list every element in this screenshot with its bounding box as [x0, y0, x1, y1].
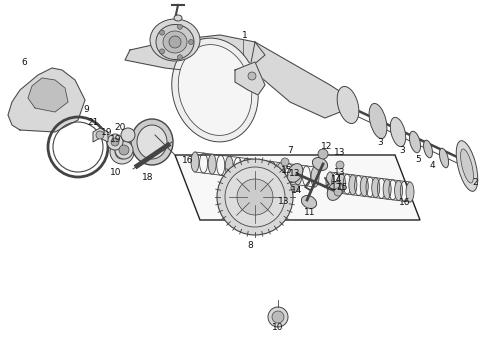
Ellipse shape	[294, 165, 302, 185]
Circle shape	[248, 72, 256, 80]
Text: 2: 2	[472, 177, 478, 186]
Circle shape	[336, 161, 344, 169]
Circle shape	[334, 188, 342, 196]
Text: 10: 10	[110, 167, 122, 176]
Ellipse shape	[338, 174, 345, 193]
Ellipse shape	[163, 31, 187, 53]
Ellipse shape	[327, 181, 343, 201]
Text: 18: 18	[142, 172, 154, 181]
Ellipse shape	[172, 38, 258, 142]
Text: 13: 13	[334, 167, 346, 176]
Ellipse shape	[410, 131, 420, 153]
Ellipse shape	[391, 117, 406, 147]
Ellipse shape	[137, 125, 167, 159]
Circle shape	[160, 30, 165, 35]
Circle shape	[115, 145, 129, 159]
Text: 10: 10	[272, 323, 284, 332]
Ellipse shape	[406, 182, 414, 202]
Ellipse shape	[360, 176, 368, 196]
Circle shape	[160, 49, 165, 54]
Circle shape	[111, 138, 119, 146]
Ellipse shape	[191, 152, 199, 172]
Polygon shape	[175, 155, 420, 220]
Text: 17: 17	[331, 183, 343, 192]
Text: 13: 13	[334, 148, 346, 157]
Circle shape	[281, 158, 289, 166]
Ellipse shape	[349, 175, 357, 195]
Circle shape	[189, 40, 194, 45]
Ellipse shape	[260, 161, 268, 181]
Text: 21: 21	[87, 117, 98, 126]
Polygon shape	[125, 35, 265, 73]
Ellipse shape	[440, 148, 448, 168]
Polygon shape	[250, 42, 350, 118]
Text: 5: 5	[415, 154, 421, 163]
Circle shape	[169, 36, 181, 48]
Text: 8: 8	[247, 240, 253, 249]
Circle shape	[107, 134, 123, 150]
Ellipse shape	[383, 179, 391, 199]
Ellipse shape	[326, 172, 334, 192]
Ellipse shape	[156, 24, 194, 59]
Text: 15: 15	[337, 183, 349, 192]
Text: 6: 6	[21, 58, 27, 67]
Ellipse shape	[311, 167, 319, 187]
Ellipse shape	[337, 86, 359, 123]
Text: 1: 1	[242, 31, 248, 40]
Ellipse shape	[208, 154, 216, 174]
Circle shape	[237, 179, 273, 215]
Text: 15: 15	[281, 166, 293, 175]
Text: 4: 4	[429, 161, 435, 170]
Circle shape	[119, 145, 129, 155]
Text: 3: 3	[399, 145, 405, 154]
Polygon shape	[8, 68, 85, 132]
Text: 9: 9	[83, 104, 89, 113]
Text: 14: 14	[331, 175, 343, 184]
Polygon shape	[235, 62, 265, 95]
Text: 20: 20	[114, 122, 126, 131]
Ellipse shape	[394, 181, 403, 201]
Circle shape	[96, 131, 104, 139]
Ellipse shape	[287, 163, 303, 183]
Ellipse shape	[423, 140, 433, 158]
Ellipse shape	[131, 119, 173, 165]
Polygon shape	[93, 128, 108, 142]
Ellipse shape	[456, 141, 478, 191]
Text: 11: 11	[304, 207, 316, 216]
Ellipse shape	[178, 45, 252, 135]
Circle shape	[177, 24, 182, 29]
Circle shape	[110, 140, 134, 164]
Circle shape	[225, 167, 285, 227]
Text: 14: 14	[292, 185, 303, 194]
Text: 13: 13	[278, 197, 290, 206]
Ellipse shape	[277, 163, 285, 183]
Ellipse shape	[150, 19, 200, 61]
Text: 16: 16	[182, 156, 194, 165]
Circle shape	[177, 55, 182, 60]
Circle shape	[272, 311, 284, 323]
Ellipse shape	[313, 158, 328, 171]
Circle shape	[291, 184, 299, 192]
Ellipse shape	[225, 156, 233, 176]
Ellipse shape	[461, 149, 473, 183]
Circle shape	[268, 307, 288, 327]
Ellipse shape	[174, 15, 182, 21]
Text: 7: 7	[287, 145, 293, 154]
Ellipse shape	[372, 178, 380, 198]
Circle shape	[121, 128, 135, 142]
Circle shape	[318, 149, 328, 159]
Text: 3: 3	[377, 138, 383, 147]
Text: 13: 13	[289, 168, 301, 177]
Text: 12: 12	[321, 141, 333, 150]
Ellipse shape	[369, 103, 387, 139]
Ellipse shape	[243, 158, 250, 179]
Ellipse shape	[301, 195, 317, 208]
Text: 19: 19	[110, 135, 122, 144]
Text: 19: 19	[101, 127, 113, 136]
Text: 16: 16	[399, 198, 411, 207]
Circle shape	[115, 141, 133, 159]
Circle shape	[217, 159, 293, 235]
Polygon shape	[28, 78, 68, 112]
